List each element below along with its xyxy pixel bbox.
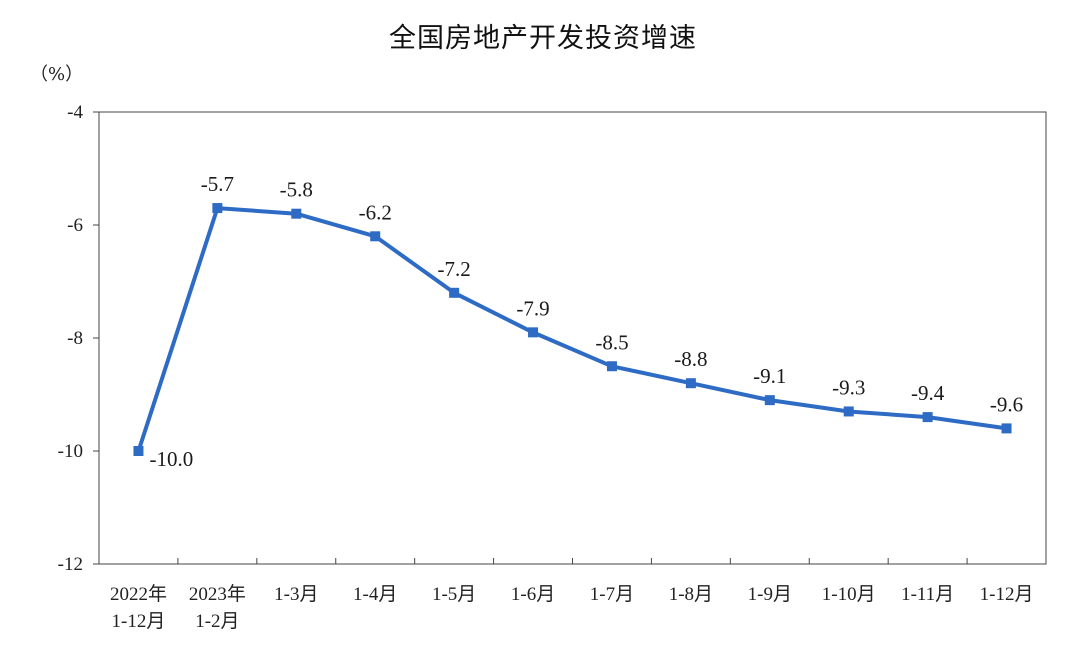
data-label: -8.8 [674,347,707,371]
x-tick-label: 1-9月 [748,584,792,605]
data-point-marker [1001,423,1012,434]
data-label: -9.3 [832,375,865,399]
data-point-marker [922,412,933,423]
x-tick-label: 1-11月 [901,584,954,605]
x-axis-ticks: 2022年 1-12月 2023年 1-2月 1-3月 1-4月 1-5月 1-6月 1-7月 1… [110,558,1034,632]
data-label: -9.4 [911,381,945,405]
data-label: -9.6 [990,392,1023,416]
data-point-marker [606,361,617,372]
data-label: -7.2 [438,257,471,281]
y-axis-ticks: -4 -6 -8 -10 -12 [58,102,99,575]
y-tick-label: -6 [67,215,83,236]
data-label: -8.5 [595,330,628,354]
data-label: -10.0 [149,447,193,471]
x-tick-label: 1-4月 [353,584,397,605]
y-tick-label: -4 [67,102,83,123]
x-tick-label: 1-5月 [432,584,476,605]
data-point-marker [291,208,302,219]
data-label: -5.8 [280,178,313,202]
x-tick-label: 1-12月 [980,584,1034,605]
data-point-marker [449,287,460,298]
data-point-marker [133,446,144,456]
x-tick-label: 1-7月 [590,584,634,605]
data-labels: -10.0 -5.7 -5.8 -6.2 -7.2 -7.9 -8.5 -8.8 -9.1 -9.… [149,172,1023,471]
y-tick-label: -8 [67,328,83,349]
x-tick-label: 1-10月 [822,584,876,605]
data-label: -5.7 [201,172,234,196]
data-point-marker [370,231,381,242]
data-label: -9.1 [753,364,786,388]
data-point-marker [843,406,854,417]
plot-frame [98,111,1047,565]
data-points [133,203,1012,456]
y-tick-label: -12 [58,554,83,575]
chart-title: 全国房地产开发投资增速 [389,23,697,54]
x-tick-label: 1-12月 [112,611,166,632]
x-tick-label: 1-8月 [669,584,713,605]
data-label: -6.2 [359,200,392,224]
data-point-marker [528,327,539,338]
x-tick-label: 2023年 [189,583,246,605]
x-tick-label: 1-2月 [195,611,239,632]
data-point-marker [764,395,775,406]
data-label: -7.9 [516,296,549,320]
series-line [136,206,1009,453]
x-tick-label: 1-6月 [511,584,555,605]
x-tick-label: 2022年 [110,583,167,605]
y-axis-unit-label: （%） [30,64,84,85]
data-point-marker [212,203,223,214]
chart-axes [98,111,1047,565]
series-line-group [136,206,1009,453]
data-point-marker [685,378,696,389]
y-tick-label: -10 [58,441,83,462]
x-tick-label: 1-3月 [274,584,318,605]
